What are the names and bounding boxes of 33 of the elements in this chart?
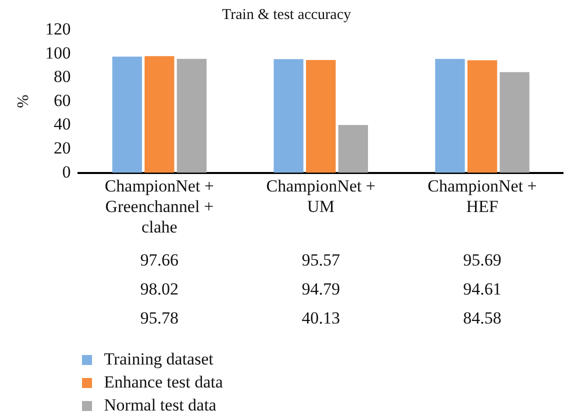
data-label: 95.78 [140,308,179,328]
bar [435,58,465,173]
y-axis-title: % [14,94,32,108]
bar [306,60,336,173]
data-label: 95.69 [463,250,502,270]
data-label: 98.02 [140,279,179,298]
data-label: 40.13 [302,308,340,328]
bar [112,56,142,173]
bar [176,58,207,173]
y-tick-label: 80 [54,67,71,86]
bar [338,125,368,173]
data-label: 94.61 [463,279,502,298]
data-label: 97.66 [140,250,179,270]
legend-label: Enhance test data [104,372,224,392]
chart-title: Train & test accuracy [222,6,352,23]
y-tick-label: 0 [62,162,71,182]
bar [144,56,174,173]
legend-label: Normal test data [104,395,217,414]
data-label: 95.57 [302,250,340,270]
y-tick-label: 40 [54,114,71,134]
x-tick-label: ChampionNet + HEF [428,176,537,216]
y-tick-label: 120 [45,19,71,38]
x-tick-label: ChampionNet + UM [266,176,376,216]
legend-label: Training dataset [104,349,214,368]
y-tick-label: 100 [45,43,71,62]
data-label: 94.79 [302,279,340,298]
bar [467,60,498,173]
x-tick-label: ChampionNet + Greenchannel + clahe [104,176,214,236]
bar [500,72,530,173]
bar [274,59,304,173]
y-tick-label: 20 [54,138,71,158]
data-label: 84.58 [463,308,502,328]
y-tick-label: 60 [54,90,71,110]
